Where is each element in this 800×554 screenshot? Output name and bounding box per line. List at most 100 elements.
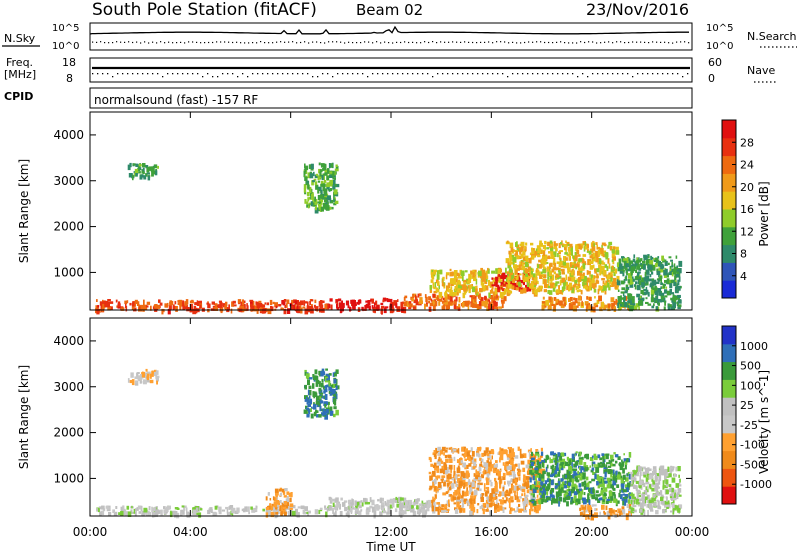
- power-cell: [153, 164, 158, 169]
- velocity-cell: [482, 508, 485, 515]
- velocity-cell: [523, 474, 526, 479]
- velocity-cell: [308, 390, 312, 396]
- power-cell: [428, 296, 431, 301]
- power-cell: [548, 279, 550, 284]
- power-cell: [314, 207, 319, 214]
- velocity-cell: [508, 465, 512, 471]
- nave-dot: [282, 73, 284, 75]
- velocity-cell: [335, 379, 338, 385]
- power-cell: [303, 184, 307, 190]
- power-cell: [507, 277, 509, 283]
- velocity-cell: [286, 495, 289, 499]
- velocity-cell: [453, 478, 456, 484]
- velocity-cell: [335, 369, 339, 374]
- power-cell: [551, 268, 555, 273]
- velocity-cell: [389, 498, 393, 504]
- power-cell: [670, 279, 674, 284]
- velocity-cell: [491, 502, 496, 506]
- power-cell: [286, 299, 290, 304]
- velocity-cell: [454, 507, 457, 511]
- velocity-cell: [537, 454, 540, 458]
- power-cell: [671, 261, 673, 268]
- velocity-cell: [307, 403, 311, 407]
- velocity-cell: [599, 493, 601, 497]
- velocity-cell: [314, 369, 318, 375]
- noise-search-label: N.Search: [747, 30, 797, 43]
- nave-dot: [647, 73, 649, 75]
- power-cell: [445, 300, 449, 305]
- nave-dot: [482, 73, 484, 75]
- power-cell: [230, 308, 233, 314]
- power-cell: [630, 293, 633, 298]
- power-cell: [596, 268, 600, 273]
- power-cell: [606, 274, 611, 280]
- velocity-cell: [403, 505, 407, 509]
- velocity-cell: [118, 512, 121, 515]
- nave-dot: [122, 73, 124, 75]
- power-cell: [549, 301, 554, 306]
- power-cell: [597, 249, 601, 256]
- velocity-cell: [328, 373, 332, 376]
- power-cell: [214, 307, 218, 311]
- noise-search-dot: [548, 41, 550, 44]
- power-cell: [488, 303, 492, 310]
- velocity-cell: [265, 496, 268, 501]
- velocity-cell: [450, 496, 454, 502]
- power-cell: [438, 284, 440, 290]
- power-cell: [95, 308, 97, 314]
- power-cell: [215, 303, 217, 308]
- velocity-cell: [676, 505, 679, 510]
- velocity-cell: [645, 477, 649, 483]
- power-cell: [515, 251, 518, 255]
- power-cell: [616, 279, 619, 286]
- velocity-cell: [304, 399, 307, 402]
- power-cell: [412, 293, 415, 298]
- power-cell: [272, 301, 275, 305]
- power-cell: [400, 307, 405, 311]
- power-cell: [486, 275, 489, 279]
- velocity-cell: [518, 476, 521, 481]
- power-cell: [283, 299, 287, 302]
- power-cell: [537, 254, 541, 258]
- power-cell: [550, 281, 553, 284]
- velocity-cell: [398, 512, 402, 517]
- velocity-cell: [395, 500, 398, 503]
- power-cell: [481, 285, 486, 292]
- power-cell: [506, 240, 509, 243]
- velocity-cell: [461, 453, 465, 456]
- velocity-cell: [324, 403, 327, 408]
- nave-dot: [667, 73, 669, 75]
- power-cell: [436, 274, 440, 280]
- nave-dot: [452, 73, 454, 75]
- velocity-cell: [619, 489, 621, 494]
- velocity-region: [529, 451, 633, 507]
- velocity-cell: [152, 507, 156, 512]
- power-cell: [657, 256, 660, 259]
- velocity-cell: [99, 511, 102, 516]
- velocity-cell: [512, 474, 516, 480]
- velocity-cell: [616, 500, 620, 504]
- power-cell: [572, 255, 575, 260]
- velocity-cell: [555, 474, 559, 477]
- velocity-cell: [295, 511, 298, 517]
- power-cell: [552, 274, 555, 281]
- velocity-cell: [404, 500, 408, 503]
- velocity-cell: [328, 496, 332, 501]
- noise-search-dot: [488, 41, 490, 43]
- velocity-cell: [518, 503, 521, 507]
- noise-search-dot: [220, 41, 222, 43]
- power-cell: [525, 255, 529, 260]
- power-cell: [611, 249, 615, 254]
- velocity-cell: [522, 486, 525, 490]
- power-cell: [219, 302, 223, 307]
- nave-dot: [562, 73, 564, 75]
- power-cell: [457, 279, 461, 282]
- velocity-cell: [519, 453, 523, 459]
- velocity-cell: [473, 477, 478, 481]
- power-cell: [589, 277, 592, 281]
- velocity-cell: [469, 490, 472, 495]
- power-cell: [505, 258, 510, 264]
- power-cell: [642, 263, 646, 270]
- velocity-colorbar-swatch: [722, 361, 736, 380]
- power-cell: [663, 306, 666, 311]
